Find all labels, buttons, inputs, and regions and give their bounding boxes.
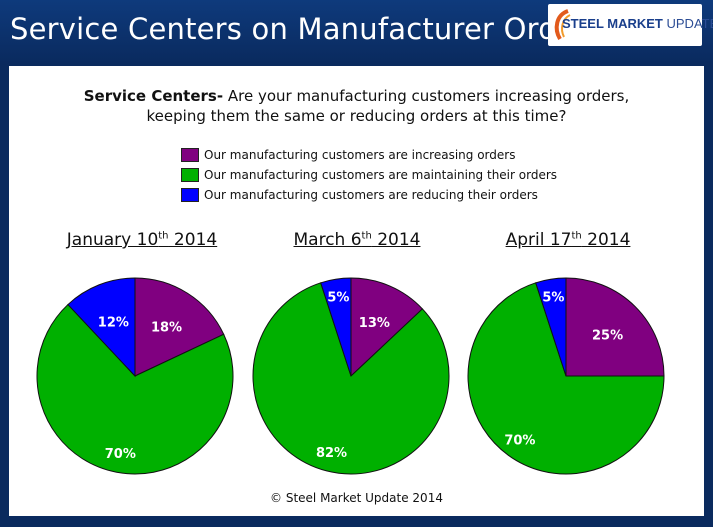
pie-label-april-maintaining: 70% — [504, 433, 535, 448]
legend-item-maintaining: Our manufacturing customers are maintain… — [181, 165, 557, 185]
pie-chart-march: 13% 82% 5% — [252, 277, 450, 475]
logo-text-thin: UPDATE — [662, 16, 713, 31]
steel-market-update-logo: STEEL MARKET UPDATE — [548, 4, 713, 46]
pie-label-april-increasing: 25% — [592, 328, 623, 343]
pie-chart-january: 18% 70% 12% — [36, 277, 234, 475]
legend-swatch-maintaining — [181, 168, 199, 182]
chart-panel: Service Centers- Are your manufacturing … — [9, 66, 704, 516]
legend-swatch-increasing — [181, 148, 199, 162]
pie-label-january-maintaining: 70% — [105, 447, 136, 462]
pie-slice-april-reducing — [535, 277, 567, 377]
pie-label-january-increasing: 18% — [151, 320, 182, 335]
page-title: Service Centers on Manufacturer Orders — [10, 12, 603, 46]
pie-label-march-reducing: 5% — [327, 291, 349, 306]
pie-label-march-maintaining: 82% — [316, 446, 347, 461]
legend-item-reducing: Our manufacturing customers are reducing… — [181, 185, 557, 205]
pie-slice-march-increasing — [350, 277, 424, 378]
pie-title-january: January 10th 2014 — [66, 230, 218, 250]
pie-label-march-increasing: 13% — [359, 316, 390, 331]
legend-label-increasing: Our manufacturing customers are increasi… — [204, 148, 516, 162]
pie-slice-january-maintaining — [36, 303, 234, 475]
pie-title-april: April 17th 2014 — [505, 230, 631, 250]
header-bar: Service Centers on Manufacturer Orders S… — [0, 0, 713, 64]
logo-text-strong: STEEL MARKET — [562, 16, 663, 31]
pie-slice-march-maintaining — [252, 282, 450, 475]
pie-slice-january-reducing — [67, 277, 136, 378]
legend-swatch-reducing — [181, 188, 199, 202]
legend-label-reducing: Our manufacturing customers are reducing… — [204, 188, 538, 202]
pie-label-april-reducing: 5% — [542, 291, 564, 306]
question-line1: Are your manufacturing customers increas… — [223, 87, 630, 105]
pie-slice-january-increasing — [134, 277, 225, 377]
legend-label-maintaining: Our manufacturing customers are maintain… — [204, 168, 558, 182]
logo-swoosh-icon — [554, 9, 571, 41]
pie-label-january-reducing: 12% — [98, 315, 129, 330]
pie-slice-april-increasing — [565, 277, 665, 377]
pie-title-march: March 6th 2014 — [293, 230, 421, 250]
pie-chart-april: 25% 70% 5% — [467, 277, 665, 475]
legend-item-increasing: Our manufacturing customers are increasi… — [181, 145, 557, 165]
legend: Our manufacturing customers are increasi… — [181, 145, 557, 205]
pie-slice-april-maintaining — [467, 282, 665, 475]
pie-slice-march-reducing — [320, 277, 352, 377]
survey-question: Service Centers- Are your manufacturing … — [9, 86, 704, 126]
question-line2: keeping them the same or reducing orders… — [146, 107, 567, 125]
copyright-footer: © Steel Market Update 2014 — [270, 491, 443, 505]
question-bold: Service Centers- — [83, 87, 224, 105]
